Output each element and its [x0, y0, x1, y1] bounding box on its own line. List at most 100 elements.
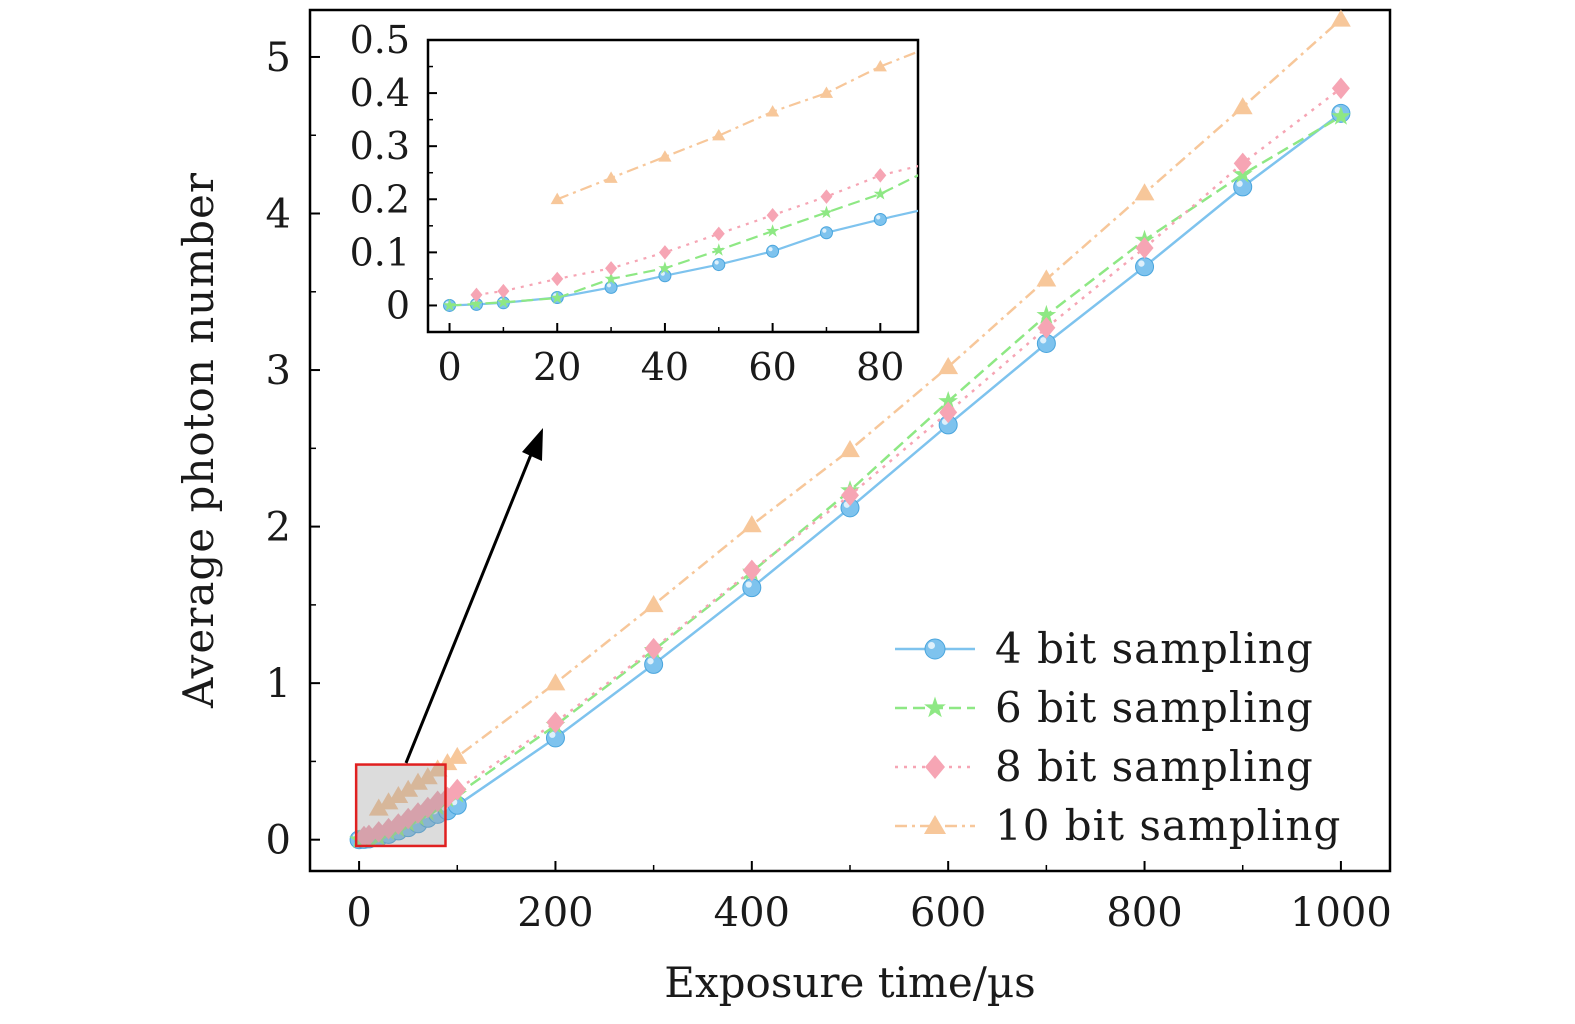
legend-label-8bit: 8 bit sampling — [995, 742, 1314, 791]
main-point-10bit — [398, 779, 419, 797]
inset-point-6bit — [469, 297, 483, 310]
main-point-8bit — [428, 790, 447, 813]
inset-x-tick-label: 40 — [641, 345, 689, 389]
inset-point-6bit — [496, 295, 510, 308]
inset-point-6bit — [443, 298, 457, 311]
main-point-4bit-highlight — [1040, 337, 1047, 344]
x-tick-label: 400 — [714, 890, 790, 936]
main-point-4bit-highlight — [1236, 180, 1243, 187]
main-point-8bit — [1037, 316, 1056, 339]
inset-point-4bit — [819, 226, 833, 240]
main-point-10bit — [378, 792, 399, 810]
inset-point-4bit-highlight — [714, 260, 719, 265]
main-series — [349, 9, 1351, 850]
inset-point-10bit — [604, 171, 618, 183]
inset-point-8bit — [874, 168, 887, 183]
main-point-8bit — [841, 484, 859, 507]
inset-point-4bit-highlight — [606, 283, 612, 288]
legend-marker-10bit — [924, 815, 946, 834]
inset-x-tick-label: 80 — [856, 345, 904, 389]
inset-point-6bit — [712, 243, 726, 256]
main-point-8bit — [546, 711, 565, 734]
inset-point-10bit — [550, 192, 564, 205]
main-point-8bit — [742, 559, 761, 582]
legend-label-6bit: 6 bit sampling — [995, 683, 1314, 732]
legend-marker-8bit — [925, 755, 945, 779]
main-point-10bit — [1036, 269, 1057, 287]
main-point-10bit — [417, 767, 438, 785]
inset-y-tick-label: 0.2 — [350, 177, 410, 221]
inset-point-4bit — [766, 244, 780, 258]
zoom-arrow-shaft — [404, 451, 534, 764]
inset-y-tick-label: 0 — [386, 283, 410, 327]
inset-point-8bit — [497, 283, 510, 299]
inset-point-10bit — [712, 128, 726, 141]
legend-marker-4bit-highlight — [928, 642, 935, 649]
inset-point-8bit — [712, 226, 725, 241]
y-tick-label: 3 — [266, 348, 291, 394]
inset-point-6bit — [550, 291, 564, 304]
legend-label-10bit: 10 bit sampling — [995, 801, 1341, 850]
inset-point-8bit — [551, 271, 564, 287]
main-point-10bit — [1134, 183, 1155, 201]
inset-point-8bit — [470, 287, 483, 303]
main-point-10bit — [545, 673, 566, 691]
main-point-8bit — [1331, 77, 1350, 100]
inset-line-8bit — [476, 164, 918, 296]
main-point-4bit-highlight — [745, 581, 752, 588]
inset-ticks: 0 20 40 60 80 0 0.1 0.2 0.3 0.4 0.5 — [350, 18, 905, 389]
main-point-10bit — [1331, 9, 1351, 27]
inset-point-6bit — [873, 187, 887, 200]
x-axis-title: Exposure time/µs — [664, 958, 1035, 1007]
inset-point-4bit — [873, 212, 887, 226]
inset-point-8bit — [658, 245, 671, 260]
inset-point-10bit — [873, 59, 887, 72]
inset-y-tick-label: 0.5 — [350, 18, 410, 62]
inset-y-tick-label: 0.4 — [350, 71, 410, 115]
inset-point-8bit — [820, 189, 833, 204]
legend-marker-6bit — [924, 696, 946, 718]
main-point-10bit — [840, 439, 860, 458]
legend-label-4bit: 4 bit sampling — [995, 624, 1314, 673]
inset-point-8bit — [605, 261, 618, 276]
main-point-10bit — [388, 785, 409, 804]
y-tick-label: 1 — [266, 661, 291, 707]
inset-y-tick-label: 0.3 — [350, 124, 410, 168]
main-point-8bit — [939, 401, 958, 424]
main-point-8bit — [644, 637, 663, 660]
x-tick-label: 800 — [1106, 890, 1182, 936]
x-tick-label: 1000 — [1290, 890, 1392, 936]
main-point-8bit — [1233, 152, 1252, 175]
main-point-10bit — [1232, 97, 1253, 115]
zoom-arrow — [404, 428, 543, 764]
main-point-4bit-highlight — [549, 731, 556, 738]
main-point-4bit — [742, 578, 762, 598]
x-tick-label: 0 — [346, 890, 371, 936]
main-point-4bit-highlight — [647, 658, 654, 665]
x-tick-label: 600 — [910, 890, 986, 936]
inset-point-4bit-highlight — [822, 228, 827, 233]
inset-x-tick-label: 0 — [437, 345, 461, 389]
zoom-arrow-head — [522, 428, 543, 461]
main-point-8bit — [369, 821, 388, 843]
zoom-region-box — [354, 763, 447, 848]
y-tick-label: 0 — [266, 818, 291, 864]
inset-point-8bit — [766, 208, 779, 223]
inset-point-6bit — [766, 224, 780, 237]
legend: 4 bit sampling 6 bit sampling 8 bit sampli… — [895, 624, 1341, 850]
inset-point-4bit — [604, 280, 618, 294]
x-tick-label: 200 — [517, 890, 593, 936]
main-point-10bit — [643, 594, 664, 613]
main-point-10bit — [408, 772, 428, 790]
y-tick-label: 4 — [266, 192, 291, 238]
main-point-8bit — [1135, 237, 1154, 259]
inset-point-6bit — [658, 261, 672, 274]
main-point-10bit — [741, 515, 762, 533]
main-point-10bit — [437, 753, 458, 771]
main-point-10bit — [938, 357, 959, 375]
inset-point-6bit — [819, 205, 833, 219]
main-point-8bit — [389, 813, 408, 835]
inset-line-6bit — [449, 174, 918, 307]
